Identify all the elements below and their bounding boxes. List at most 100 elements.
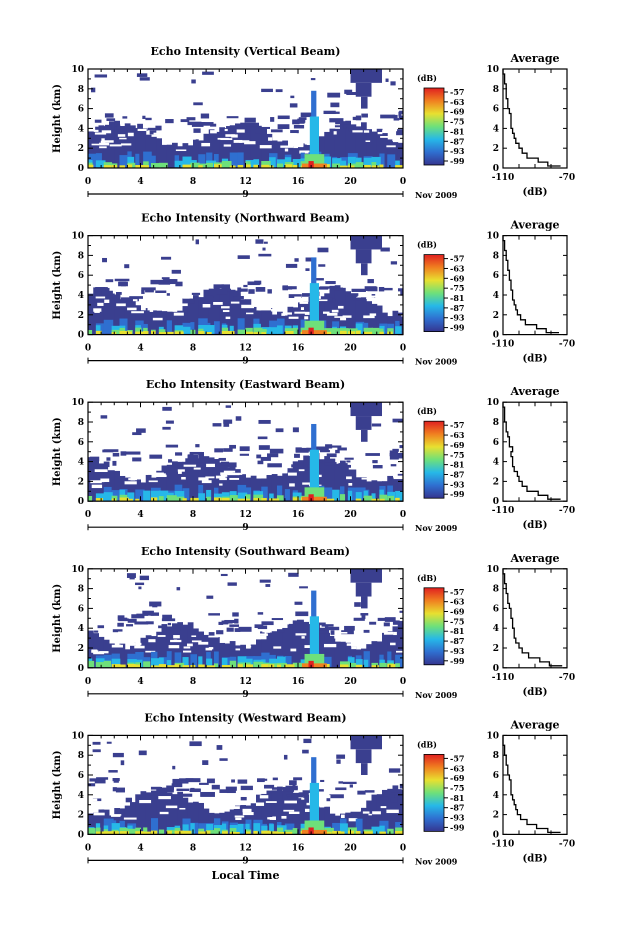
echo-band	[340, 661, 350, 668]
average-profile-line	[502, 69, 561, 167]
echo-band	[95, 662, 105, 668]
x-tick-label: 8	[190, 177, 196, 187]
month-label: Nov 2009	[415, 856, 458, 866]
echo-gap	[295, 633, 307, 636]
day-label: 9	[242, 190, 248, 200]
echo-band	[347, 165, 355, 168]
echo-band	[355, 664, 363, 668]
echo-band	[395, 830, 403, 834]
echo-band	[103, 492, 113, 501]
echo-cell	[282, 787, 295, 792]
echo-band	[119, 497, 129, 501]
echo-cell	[171, 269, 181, 274]
average-y-tick-label: 4	[493, 291, 499, 301]
echo-band	[261, 825, 268, 834]
echo-gap	[118, 631, 124, 635]
echo-band	[143, 161, 149, 168]
echo-cell	[269, 448, 284, 454]
echo-gap	[280, 145, 294, 148]
echo-cell	[324, 131, 330, 168]
echo-band	[237, 152, 244, 167]
echo-gap	[219, 477, 227, 481]
colorbar-tick-label: -93	[450, 813, 465, 823]
echo-cell	[224, 128, 231, 168]
echo-gap	[335, 808, 347, 812]
echo-cell	[282, 627, 288, 668]
echo-gap	[259, 145, 272, 149]
echo-cell	[397, 473, 403, 502]
average-y-tick-label: 10	[486, 232, 499, 242]
echo-cell	[256, 125, 262, 168]
echo-cell	[303, 621, 309, 668]
echo-gap	[255, 802, 265, 806]
echo-cell	[141, 289, 145, 294]
echo-band	[292, 164, 298, 168]
echo-gap	[134, 645, 145, 649]
average-y-tick-label: 2	[493, 477, 499, 487]
echo-gap	[179, 807, 186, 810]
echo-cell	[271, 787, 284, 790]
colorbar-tick-label: -57	[450, 753, 464, 763]
echo-cell	[140, 791, 147, 835]
colorbar-tick-label: -69	[450, 440, 465, 450]
echo-gap	[181, 476, 186, 480]
echo-cell	[285, 263, 298, 268]
echo-cell	[277, 629, 285, 633]
echo-cell	[199, 782, 209, 785]
colorbar-tick-label: -63	[450, 597, 465, 607]
echo-cell	[141, 287, 156, 291]
echo-band	[387, 651, 392, 667]
echo-band	[324, 656, 332, 667]
echo-cell	[112, 778, 120, 782]
echo-cell	[393, 118, 400, 121]
echo-band	[190, 497, 199, 501]
echo-gap	[100, 479, 105, 483]
echo-gap	[266, 629, 270, 633]
echo-band	[387, 328, 394, 334]
echo-gap	[361, 477, 368, 480]
y-tick-label: 6	[78, 771, 84, 781]
echo-cell	[229, 808, 236, 835]
average-x-label: (dB)	[523, 520, 548, 531]
echo-cell	[399, 630, 403, 634]
echo-cell	[319, 627, 329, 631]
echo-gap	[183, 646, 191, 649]
echo-gap	[255, 633, 268, 636]
y-tick-label: 4	[78, 124, 84, 134]
echo-cell	[136, 428, 146, 433]
echo-cell	[223, 419, 233, 424]
echo-cell	[88, 457, 94, 502]
echo-cell	[346, 460, 351, 463]
echo-gap	[149, 628, 158, 631]
average-y-tick-label: 2	[493, 311, 499, 321]
echo-gap	[222, 310, 230, 313]
echo-cell	[350, 124, 357, 168]
echo-cell	[371, 480, 378, 502]
echo-cell	[239, 446, 250, 452]
echo-cell	[254, 624, 264, 629]
echo-cell	[256, 794, 262, 835]
echo-cell	[336, 759, 341, 764]
echo-cell	[112, 629, 123, 633]
echo-gap	[206, 463, 215, 468]
echo-band	[135, 827, 142, 834]
echo-cell	[193, 139, 199, 168]
echo-column	[301, 829, 327, 835]
echo-band	[245, 161, 251, 168]
echo-cell	[198, 452, 204, 502]
echo-cell	[89, 456, 100, 462]
colorbar-tick-label: -69	[450, 607, 465, 617]
echo-cell	[135, 794, 141, 835]
echo-gap	[124, 481, 137, 485]
echo-cell	[380, 247, 390, 252]
echo-cell	[229, 624, 240, 627]
echo-band	[95, 325, 101, 334]
average-x-tick-label: -70	[559, 839, 575, 849]
echo-cell	[179, 781, 189, 784]
echo-cell	[382, 132, 388, 168]
echo-cell	[161, 311, 168, 335]
echo-cell	[93, 133, 99, 168]
echo-cell	[271, 474, 278, 502]
echo-gap	[93, 651, 105, 655]
